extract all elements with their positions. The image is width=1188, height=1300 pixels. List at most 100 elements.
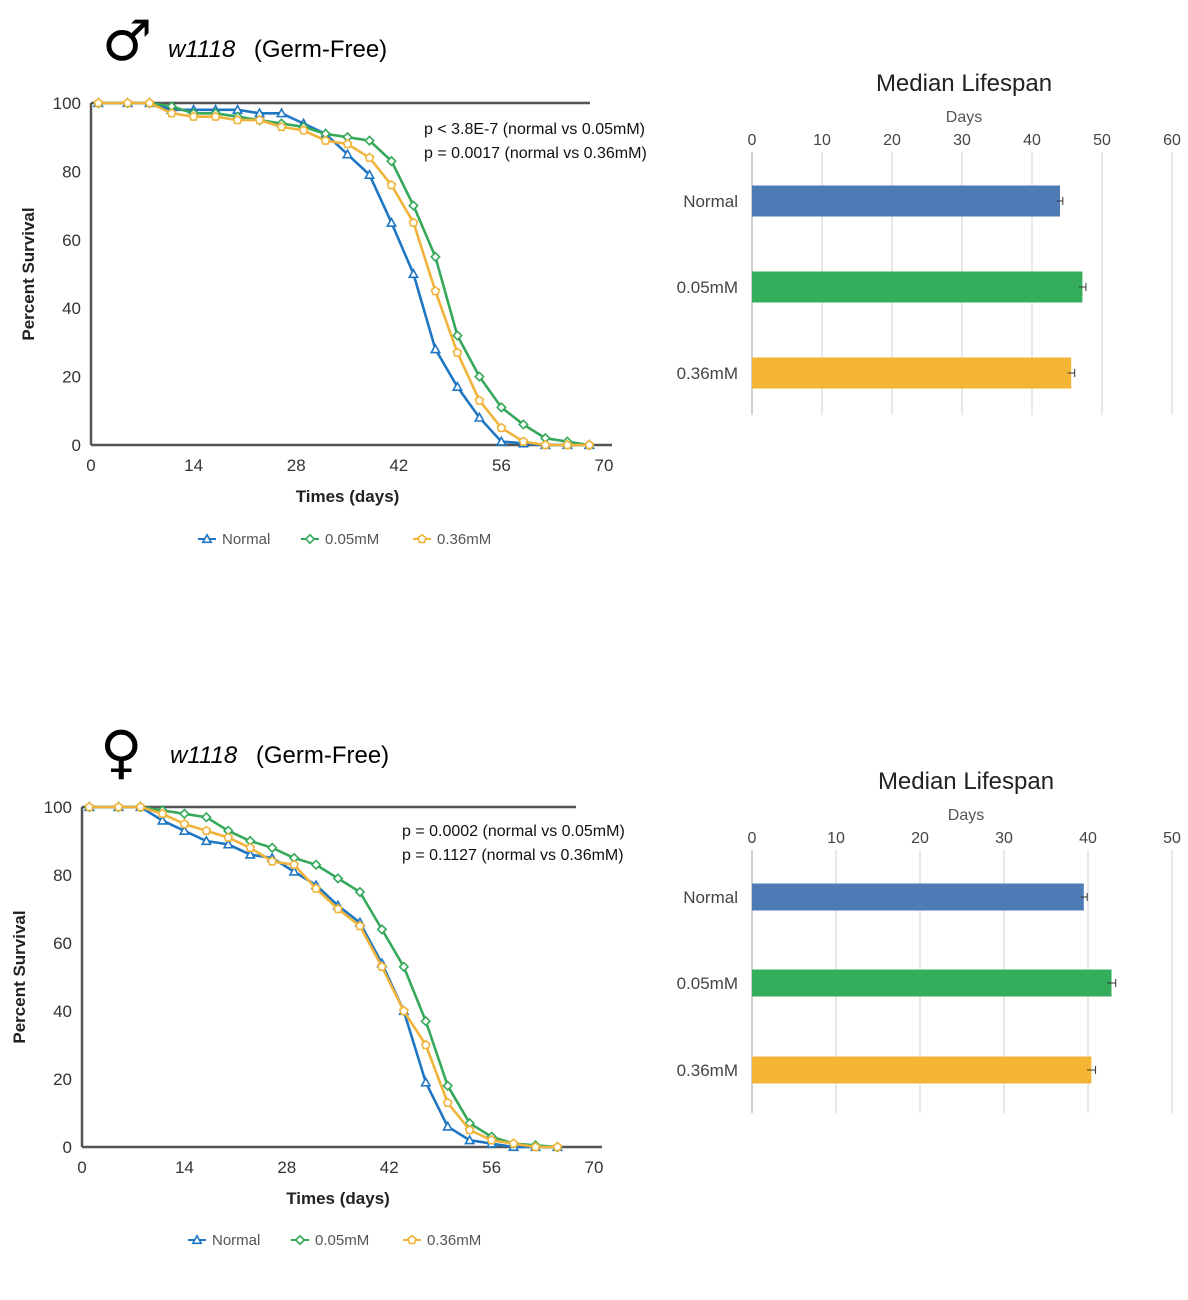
data-point xyxy=(332,873,344,884)
data-point xyxy=(486,1135,497,1145)
bar-tick-label: 50 xyxy=(1163,830,1181,847)
legend-item: 0.36mM xyxy=(413,531,491,548)
data-point xyxy=(210,111,221,121)
data-point xyxy=(376,924,388,935)
legend-label: Normal xyxy=(212,1232,260,1249)
data-point xyxy=(122,97,133,108)
data-point xyxy=(430,285,441,296)
x-tick-label: 42 xyxy=(380,1158,399,1177)
male-title-strain: w1118 xyxy=(168,36,236,63)
data-point xyxy=(429,343,442,354)
data-point xyxy=(552,1141,563,1152)
bar xyxy=(752,883,1084,911)
legend-label: 0.36mM xyxy=(427,1232,481,1249)
data-point xyxy=(495,435,507,446)
legend-label: 0.05mM xyxy=(315,1232,369,1249)
data-point xyxy=(474,395,485,405)
y-tick-label: 40 xyxy=(62,299,81,318)
data-point xyxy=(364,135,375,146)
y-tick-label: 100 xyxy=(53,94,81,113)
female-panel: ♀ w1118 (Germ-Free) 0 20 40 60 80 100 0 14 28 42 5… xyxy=(0,700,1188,1300)
data-point xyxy=(93,97,104,108)
data-point xyxy=(363,168,376,179)
bar-tick-label: 0 xyxy=(748,830,757,847)
data-point xyxy=(135,801,146,812)
data-point xyxy=(200,835,212,846)
legend-label: 0.36mM xyxy=(437,531,491,548)
data-point xyxy=(407,268,420,279)
female-title-condition: (Germ-Free) xyxy=(256,742,389,769)
legend-item: 0.05mM xyxy=(301,531,379,548)
bar xyxy=(752,357,1072,389)
data-point xyxy=(442,1097,453,1107)
data-point xyxy=(223,832,234,842)
male-bar-title: Median Lifespan xyxy=(876,70,1052,97)
data-point xyxy=(254,114,265,125)
y-tick-label: 60 xyxy=(53,934,72,953)
male-title-condition: (Germ-Free) xyxy=(254,36,387,63)
bar-category-label: 0.36mM xyxy=(677,1061,738,1080)
data-point xyxy=(84,801,95,812)
bar-tick-label: 20 xyxy=(883,132,901,149)
legend-marker xyxy=(304,533,316,545)
male-survival-chart: 0 20 40 60 80 100 0 14 28 42 56 70 Times (days) Perce… xyxy=(19,94,613,506)
legend-label: 0.05mM xyxy=(325,531,379,548)
female-legend: Normal 0.05mM 0.36mM xyxy=(188,1232,481,1249)
bar-tick-label: 10 xyxy=(827,830,845,847)
data-point xyxy=(341,148,354,159)
bar-tick-label: 0 xyxy=(748,132,757,149)
female-symbol: ♀ xyxy=(100,718,142,786)
data-point xyxy=(420,1039,431,1050)
data-point xyxy=(562,439,573,450)
male-bar-axis-title: Days xyxy=(946,109,982,126)
female-bar-title: Median Lifespan xyxy=(878,768,1054,795)
bar-category-label: Normal xyxy=(683,888,738,907)
female-median-lifespan-chart: 0 10 20 30 40 50 Normal 0.05mM 0.36mM xyxy=(677,830,1181,1113)
data-point xyxy=(288,865,300,876)
x-axis-label: Times (days) xyxy=(286,1189,390,1208)
data-point xyxy=(442,1080,454,1092)
data-point xyxy=(178,824,190,835)
bar xyxy=(752,185,1060,217)
data-point xyxy=(364,152,375,162)
x-tick-label: 56 xyxy=(492,456,511,475)
y-tick-label: 0 xyxy=(72,436,81,455)
bar-tick-label: 40 xyxy=(1023,132,1041,149)
x-tick-label: 0 xyxy=(86,456,95,475)
bar-tick-label: 60 xyxy=(1163,132,1181,149)
x-tick-label: 28 xyxy=(287,456,306,475)
bar xyxy=(752,969,1112,997)
data-point xyxy=(474,371,485,382)
bar-category-label: 0.05mM xyxy=(677,974,738,993)
data-point xyxy=(201,825,212,835)
legend-label: Normal xyxy=(222,531,270,548)
male-pvalue-2: p = 0.0017 (normal vs 0.36mM) xyxy=(424,145,647,162)
data-point xyxy=(464,1124,475,1135)
x-tick-label: 70 xyxy=(585,1158,604,1177)
data-point xyxy=(452,347,463,357)
series-line xyxy=(89,805,558,1149)
data-point xyxy=(188,111,199,121)
bar xyxy=(752,1056,1092,1084)
female-survival-chart: 0 20 40 60 80 100 0 14 28 42 56 70 Times (days) Perce… xyxy=(10,798,603,1208)
x-tick-label: 70 xyxy=(595,456,614,475)
bar xyxy=(752,271,1083,303)
data-point xyxy=(385,216,398,227)
data-point xyxy=(333,903,343,914)
bar-tick-label: 30 xyxy=(995,830,1013,847)
male-median-lifespan-chart: 0 10 20 30 40 50 60 Normal 0.05mM 0.36mM xyxy=(677,132,1181,415)
legend-item: 0.36mM xyxy=(403,1232,481,1249)
x-tick-label: 42 xyxy=(389,456,408,475)
data-point xyxy=(275,107,288,118)
data-point xyxy=(179,808,190,820)
female-pvalue-2: p = 0.1127 (normal vs 0.36mM) xyxy=(402,847,624,864)
data-point xyxy=(222,838,234,849)
y-axis-label: Percent Survival xyxy=(10,910,29,1043)
data-point xyxy=(540,439,551,450)
male-title: w1118 (Germ-Free) xyxy=(168,36,387,63)
data-point xyxy=(496,422,507,433)
y-tick-label: 80 xyxy=(53,866,72,885)
x-tick-label: 0 xyxy=(77,1158,86,1177)
data-point xyxy=(386,155,397,167)
